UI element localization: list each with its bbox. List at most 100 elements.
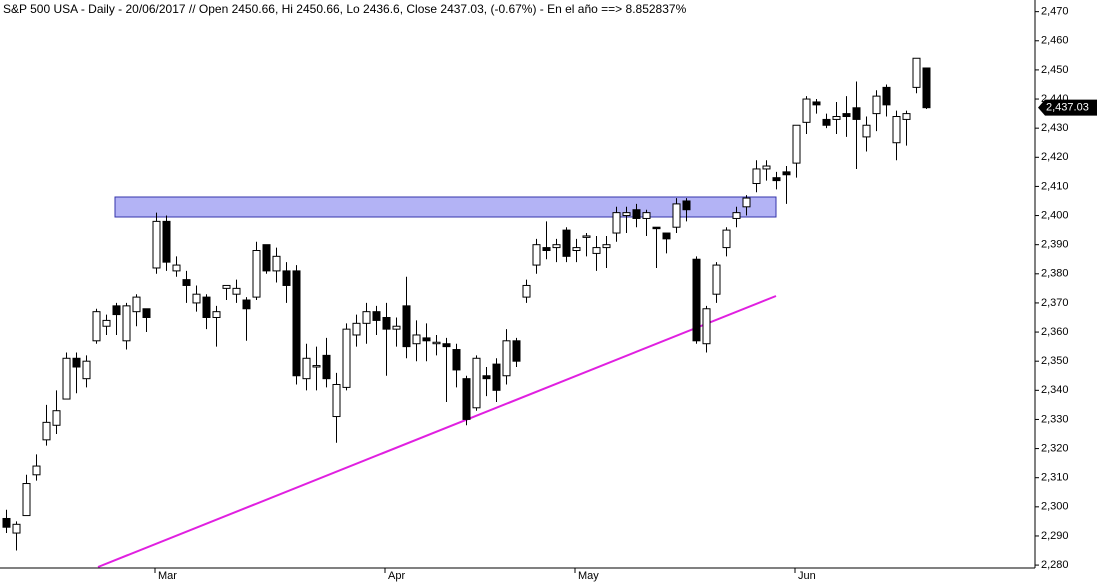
chart-title: S&P 500 USA - Daily - 20/06/2017 // Open…	[3, 2, 687, 16]
candle-body	[622, 212, 631, 217]
candle-body	[692, 258, 701, 342]
candle-body	[452, 349, 461, 371]
candle-body	[652, 226, 661, 230]
candle-body	[482, 375, 491, 380]
candle-body	[282, 270, 291, 286]
y-tick-label: 2,460	[1041, 35, 1069, 47]
candle-body	[152, 220, 161, 269]
candle-body	[582, 235, 591, 238]
candle-body	[902, 113, 911, 120]
candle-body	[102, 319, 111, 327]
candle-body	[292, 270, 301, 377]
candle-body	[322, 354, 331, 380]
y-tick-label: 2,320	[1041, 442, 1069, 454]
candle-body	[722, 229, 731, 249]
candle-body	[772, 177, 781, 182]
candle-body	[522, 284, 531, 298]
candle-body	[672, 203, 681, 228]
candle-body	[392, 325, 401, 330]
candle-body	[562, 229, 571, 257]
candle-body	[42, 421, 51, 441]
candle-body	[462, 378, 471, 420]
candle-body	[32, 465, 41, 476]
y-tick-label: 2,360	[1041, 326, 1069, 338]
y-tick-label: 2,350	[1041, 355, 1069, 367]
candle-body	[352, 322, 361, 336]
candle-body	[62, 357, 71, 400]
x-tick-label: Jun	[798, 570, 816, 582]
candle-body	[262, 244, 271, 272]
candle-body	[422, 337, 431, 342]
candle-body	[162, 220, 171, 263]
candle-body	[912, 57, 921, 88]
candle-body	[342, 328, 351, 388]
candle-body	[82, 360, 91, 380]
candle-body	[502, 340, 511, 377]
candle-body	[762, 165, 771, 170]
candle-body	[682, 200, 691, 211]
candle-body	[142, 308, 151, 318]
candle-body	[22, 483, 31, 517]
candle-body	[312, 365, 321, 368]
y-tick-label: 2,390	[1041, 239, 1069, 251]
candle-body	[232, 287, 241, 295]
last-price-label: 2,437.03	[1046, 102, 1089, 114]
y-tick-label: 2,330	[1041, 413, 1069, 425]
candle-body	[362, 311, 371, 324]
candle-body	[432, 341, 441, 345]
candle-body	[552, 244, 561, 249]
resistance-zone	[114, 196, 777, 218]
y-tick-label: 2,370	[1041, 297, 1069, 309]
candle-body	[882, 86, 891, 106]
y-tick-label: 2,380	[1041, 268, 1069, 280]
last-price-marker	[1038, 99, 1097, 116]
x-tick-label: May	[578, 570, 599, 582]
candle-body	[602, 244, 611, 249]
trend-line	[97, 295, 777, 568]
candle-body	[572, 247, 581, 252]
candle-body	[132, 296, 141, 313]
y-tick-label: 2,290	[1041, 530, 1069, 542]
candle-body	[172, 264, 181, 272]
candle-body	[412, 334, 421, 345]
y-tick-label: 2,310	[1041, 472, 1069, 484]
y-tick-label: 2,400	[1041, 209, 1069, 221]
candle-body	[52, 410, 61, 426]
candle-body	[182, 279, 191, 286]
candle-body	[812, 101, 821, 106]
candle-body	[532, 244, 541, 266]
candle-body	[922, 67, 931, 109]
candle-body	[792, 124, 801, 164]
candle-body	[202, 296, 211, 318]
candle-body	[832, 116, 841, 120]
candle-body	[272, 255, 281, 272]
candle-body	[442, 343, 451, 348]
y-tick-label: 2,280	[1041, 559, 1069, 571]
candle-body	[592, 247, 601, 254]
candle-body	[752, 168, 761, 185]
candle-body	[872, 95, 881, 115]
candle-body	[382, 316, 391, 330]
candle-body	[72, 357, 81, 368]
candle-body	[732, 212, 741, 219]
candle-body	[892, 116, 901, 144]
candle-body	[302, 357, 311, 380]
y-tick-label: 2,340	[1041, 384, 1069, 396]
candle-body	[2, 517, 11, 528]
candle-body	[122, 305, 131, 342]
candle-body	[12, 523, 21, 534]
y-tick-label: 2,300	[1041, 501, 1069, 513]
candle-body	[822, 118, 831, 126]
x-tick-label: Mar	[158, 570, 177, 582]
candle-body	[612, 212, 621, 234]
candle-body	[252, 250, 261, 298]
candle-body	[632, 209, 641, 219]
y-tick-label: 2,430	[1041, 122, 1069, 134]
candle-body	[92, 311, 101, 342]
y-tick-label: 2,470	[1041, 6, 1069, 18]
candle-body	[192, 293, 201, 304]
candle-body	[862, 124, 871, 138]
candle-body	[212, 311, 221, 318]
